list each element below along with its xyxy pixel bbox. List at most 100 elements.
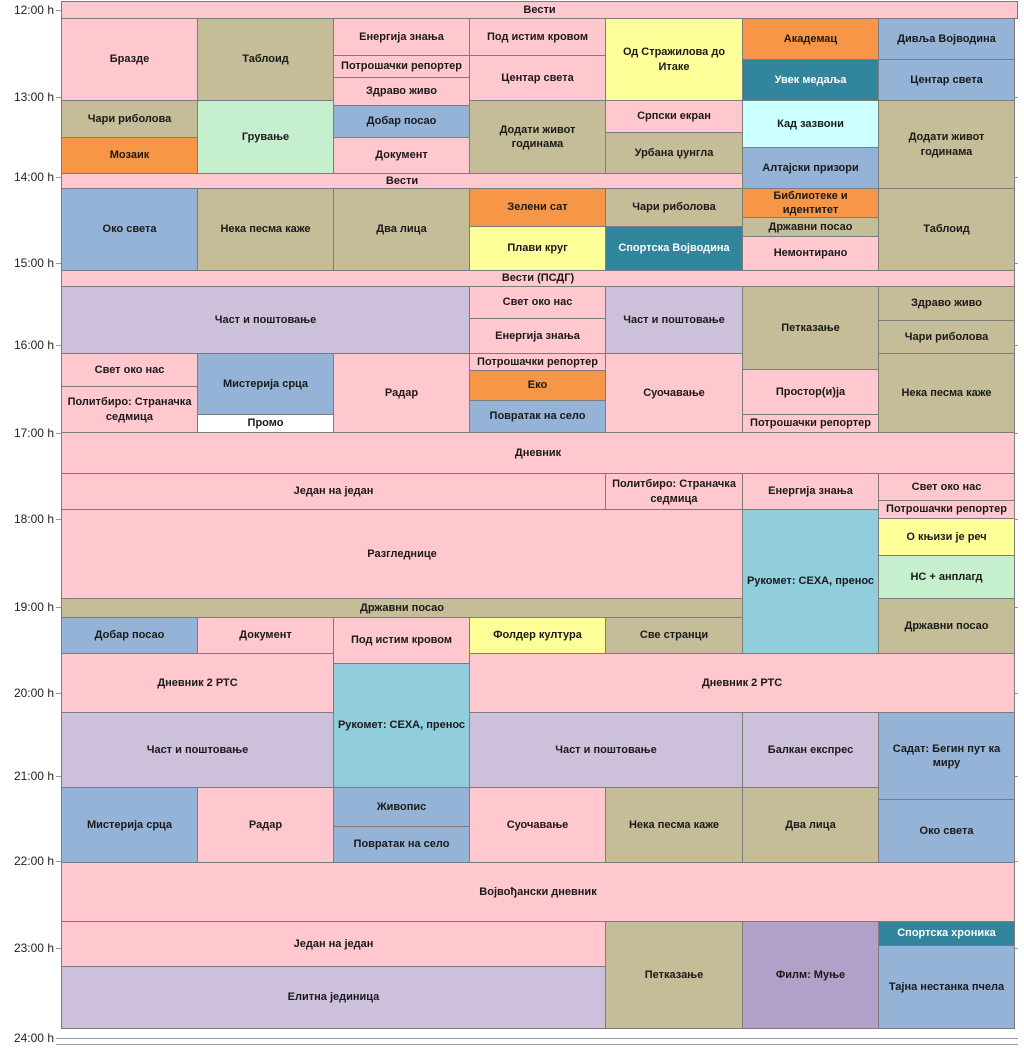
program-cell[interactable]: Промо: [197, 414, 334, 433]
program-cell[interactable]: Енергија знања: [333, 18, 470, 56]
program-cell[interactable]: Суочавање: [469, 787, 606, 863]
program-cell[interactable]: Центар света: [469, 55, 606, 101]
program-cell[interactable]: Разгледнице: [61, 509, 743, 599]
program-cell[interactable]: Српски екран: [605, 100, 743, 133]
program-cell[interactable]: Нека песма каже: [605, 787, 743, 863]
program-cell[interactable]: Балкан експрес: [742, 712, 879, 788]
program-cell[interactable]: Нека песма каже: [197, 188, 334, 271]
program-cell[interactable]: Вести: [61, 1, 1018, 19]
program-cell[interactable]: Еко: [469, 370, 606, 401]
program-cell[interactable]: Добар посао: [61, 617, 198, 654]
program-cell[interactable]: Вести: [61, 173, 743, 189]
program-cell[interactable]: Здраво живо: [333, 77, 470, 106]
program-cell[interactable]: Спортска хроника: [878, 921, 1015, 946]
program-cell[interactable]: Кад зазвони: [742, 100, 879, 148]
time-label: 22:00 h: [13, 854, 54, 868]
program-cell[interactable]: Здраво живо: [878, 286, 1015, 321]
program-cell[interactable]: Политбиро: Страначка седмица: [61, 386, 198, 433]
program-cell[interactable]: Таблоид: [197, 18, 334, 101]
program-cell[interactable]: Вести (ПСДГ): [61, 270, 1015, 287]
time-label: 21:00 h: [13, 769, 54, 783]
program-cell[interactable]: Садат: Бегин пут ка миру: [878, 712, 1015, 800]
program-cell[interactable]: НС + анплагд: [878, 555, 1015, 599]
program-cell[interactable]: Простор(и)ја: [742, 369, 879, 415]
program-cell[interactable]: Бразде: [61, 18, 198, 101]
time-label: 16:00 h: [13, 338, 54, 352]
program-cell[interactable]: Елитна јединица: [61, 966, 606, 1029]
program-cell[interactable]: Нека песма каже: [878, 353, 1015, 433]
program-cell[interactable]: Чари риболова: [605, 188, 743, 227]
program-cell[interactable]: О књизи је реч: [878, 518, 1015, 556]
program-cell[interactable]: Око света: [61, 188, 198, 271]
program-cell[interactable]: Војвођански дневник: [61, 862, 1015, 922]
program-cell[interactable]: Потрошачки репортер: [742, 414, 879, 433]
program-cell[interactable]: Документ: [197, 617, 334, 654]
program-cell[interactable]: Мозаик: [61, 137, 198, 174]
program-cell[interactable]: Један на један: [61, 473, 606, 510]
program-cell[interactable]: Свет око нас: [469, 286, 606, 319]
program-cell[interactable]: Дневник 2 РТС: [469, 653, 1015, 713]
program-cell[interactable]: Немонтирано: [742, 236, 879, 271]
program-cell[interactable]: Част и поштовање: [605, 286, 743, 354]
program-cell[interactable]: Мистерија срца: [197, 353, 334, 415]
program-cell[interactable]: Рукомет: СЕХА, пренос: [742, 509, 879, 654]
program-cell[interactable]: Филм: Муње: [742, 921, 879, 1029]
program-cell[interactable]: Академац: [742, 18, 879, 60]
program-cell[interactable]: Додати живот годинама: [469, 100, 606, 174]
program-cell[interactable]: Алтајски призори: [742, 147, 879, 189]
program-cell[interactable]: Потрошачки репортер: [469, 353, 606, 371]
program-cell[interactable]: Повратак на село: [469, 400, 606, 433]
program-cell[interactable]: Енергија знања: [742, 473, 879, 510]
program-cell[interactable]: Под истим кровом: [469, 18, 606, 56]
program-cell[interactable]: Државни посао: [61, 598, 743, 618]
program-cell[interactable]: Свет око нас: [878, 473, 1015, 501]
program-cell[interactable]: Два лица: [742, 787, 879, 863]
program-cell[interactable]: Додати живот годинама: [878, 100, 1015, 189]
program-cell[interactable]: Спортска Војводина: [605, 226, 743, 271]
program-cell[interactable]: Плави круг: [469, 226, 606, 271]
program-cell[interactable]: Свет око нас: [61, 353, 198, 387]
program-cell[interactable]: Дневник: [61, 432, 1015, 474]
program-cell[interactable]: Фолдер култура: [469, 617, 606, 654]
program-cell[interactable]: Потрошачки репортер: [878, 500, 1015, 519]
program-cell[interactable]: Урбана џунгла: [605, 132, 743, 174]
program-cell[interactable]: Дивља Војводина: [878, 18, 1015, 60]
program-cell[interactable]: Чари риболова: [61, 100, 198, 138]
program-cell[interactable]: Библиотеке и идентитет: [742, 188, 879, 218]
program-cell[interactable]: Живопис: [333, 787, 470, 827]
program-cell[interactable]: Два лица: [333, 188, 470, 271]
program-cell[interactable]: Потрошачки репортер: [333, 55, 470, 78]
program-cell[interactable]: Част и поштовање: [469, 712, 743, 788]
program-cell[interactable]: Суочавање: [605, 353, 743, 433]
program-cell[interactable]: Политбиро: Страначка седмица: [605, 473, 743, 510]
program-cell[interactable]: Од Стражилова до Итаке: [605, 18, 743, 101]
program-cell[interactable]: Част и поштовање: [61, 712, 334, 788]
program-cell[interactable]: Чари риболова: [878, 320, 1015, 354]
program-cell[interactable]: Петказање: [742, 286, 879, 370]
program-cell[interactable]: Један на један: [61, 921, 606, 967]
program-cell[interactable]: Рукомет: СЕХА, пренос: [333, 663, 470, 788]
program-cell[interactable]: Центар света: [878, 59, 1015, 101]
program-cell[interactable]: Мистерија срца: [61, 787, 198, 863]
program-cell[interactable]: Зелени сат: [469, 188, 606, 227]
program-cell[interactable]: Радар: [333, 353, 470, 433]
program-cell[interactable]: Повратак на село: [333, 826, 470, 863]
program-cell[interactable]: Увек медаља: [742, 59, 879, 101]
program-cell[interactable]: Око света: [878, 799, 1015, 863]
program-cell[interactable]: Енергија знања: [469, 318, 606, 354]
program-cell[interactable]: Под истим кровом: [333, 617, 470, 664]
program-cell[interactable]: Државни посао: [878, 598, 1015, 654]
program-cell[interactable]: Државни посао: [742, 217, 879, 237]
program-cell[interactable]: Све странци: [605, 617, 743, 654]
program-cell[interactable]: Дневник 2 РТС: [61, 653, 334, 713]
program-cell[interactable]: Добар посао: [333, 105, 470, 138]
program-cell[interactable]: Грување: [197, 100, 334, 174]
time-label: 15:00 h: [13, 256, 54, 270]
program-cell[interactable]: Тајна нестанка пчела: [878, 945, 1015, 1029]
program-cell[interactable]: Радар: [197, 787, 334, 863]
program-cell[interactable]: Част и поштовање: [61, 286, 470, 354]
program-cell[interactable]: Документ: [333, 137, 470, 174]
program-cell[interactable]: Таблоид: [878, 188, 1015, 271]
program-cell[interactable]: Петказање: [605, 921, 743, 1029]
